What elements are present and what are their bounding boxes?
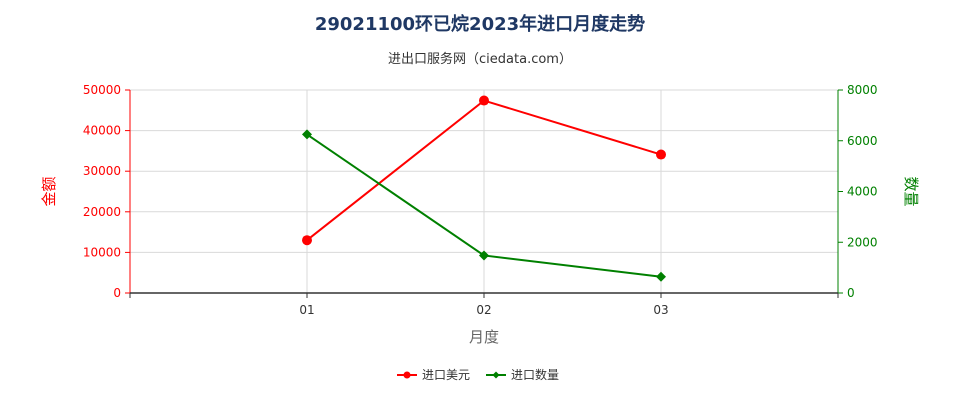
series-2-point — [656, 271, 666, 282]
y-tick-right-label: 0 — [847, 286, 855, 300]
grid-lines — [130, 89, 838, 294]
y-axis-left-title: 金额 — [40, 176, 58, 206]
y-tick-left-label: 20000 — [83, 205, 121, 219]
legend-item-1: 进口美元 — [397, 368, 470, 382]
x-tick-label: 03 — [653, 303, 668, 317]
legend-item-2: 进口数量 — [486, 367, 559, 382]
legend-marker — [492, 371, 500, 379]
series-1-point — [656, 149, 666, 160]
y-tick-left-label: 40000 — [83, 124, 121, 138]
y-tick-right-label: 2000 — [847, 235, 878, 249]
y-axis-right-title: 数量 — [902, 176, 920, 206]
x-tick-label: 01 — [299, 303, 314, 317]
legend-marker — [403, 371, 411, 379]
legend: 进口美元 进口数量 — [397, 367, 559, 382]
series-2-point — [302, 129, 312, 140]
x-axis-title: 月度 — [469, 328, 499, 346]
y-tick-left-label: 10000 — [83, 245, 121, 259]
y-tick-right-label: 8000 — [847, 83, 878, 97]
series-layer — [302, 95, 666, 282]
legend-label: 进口数量 — [511, 367, 559, 382]
axes: 0 10000 20000 30000 40000 50000 0 2000 4000 6000 8… — [83, 83, 878, 317]
series-1-point — [302, 235, 312, 246]
chart-subtitle: 进出口服务网（ciedata.com） — [388, 52, 572, 67]
series-2-point — [479, 250, 489, 261]
legend-label: 进口美元 — [422, 368, 470, 382]
y-tick-right-label: 4000 — [847, 185, 878, 199]
y-tick-left-label: 30000 — [83, 164, 121, 178]
y-tick-left-label: 0 — [113, 286, 121, 300]
series-1-point — [479, 95, 489, 106]
chart-title: 29021100环已烷2023年进口月度走势 — [314, 14, 646, 35]
x-tick-label: 02 — [476, 303, 491, 317]
y-tick-right-label: 6000 — [847, 134, 878, 148]
y-tick-left-label: 50000 — [83, 83, 121, 97]
